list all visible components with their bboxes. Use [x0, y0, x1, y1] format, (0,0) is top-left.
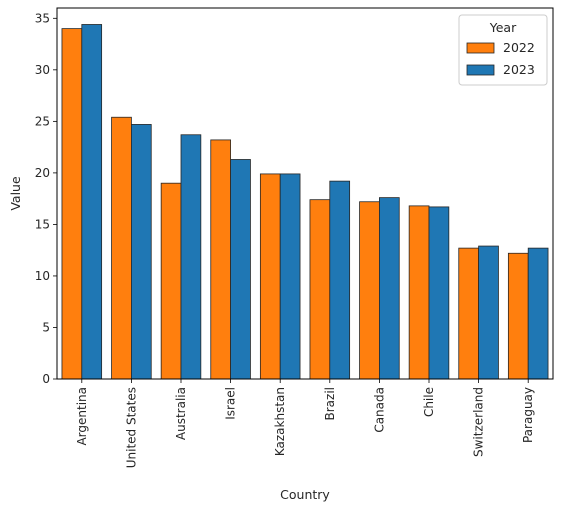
bar-2023-united-states — [130, 124, 152, 380]
x-tick-label: Canada — [372, 387, 386, 433]
y-tick-label: 10 — [35, 269, 50, 283]
x-tick-label: Israel — [224, 387, 238, 420]
bar-2022-israel — [210, 139, 231, 380]
bar-2023-canada — [378, 197, 400, 380]
legend-swatch-2023 — [466, 64, 495, 76]
bars-layer — [61, 24, 549, 380]
x-tick-label: Paraguay — [521, 387, 535, 443]
y-tick-label: 35 — [35, 11, 50, 25]
y-axis: 0 5 10 15 20 25 30 35 — [35, 11, 57, 386]
plot-frame — [56, 7, 554, 380]
bar-2022-united-states — [111, 116, 132, 380]
bar-2023-paraguay — [527, 247, 549, 380]
legend-title: Year — [489, 20, 517, 35]
y-tick-label: 5 — [42, 320, 50, 334]
bar-2023-israel — [230, 159, 251, 380]
y-tick-label: 20 — [35, 166, 50, 180]
bar-2023-australia — [180, 134, 202, 380]
bar-2022-paraguay — [507, 252, 529, 380]
x-tick-label: Switzerland — [472, 387, 486, 457]
x-tick-label: Kazakhstan — [273, 387, 287, 456]
y-tick-label: 25 — [35, 114, 50, 128]
x-tick-label: Argentina — [75, 387, 89, 446]
x-tick-label: United States — [124, 387, 138, 468]
x-tick-label: Brazil — [323, 387, 337, 421]
y-tick-label: 0 — [42, 372, 50, 386]
x-axis: Argentina United States Australia Israel Kaz… — [75, 379, 535, 468]
x-tick-label: Australia — [174, 387, 188, 440]
legend-swatch-2022 — [466, 42, 495, 54]
bar-2022-canada — [359, 201, 380, 380]
bar-2023-argentina — [81, 24, 103, 380]
bar-2022-australia — [160, 182, 182, 380]
bar-2022-switzerland — [458, 247, 480, 380]
bar-2023-kazakhstan — [279, 173, 301, 380]
legend-label-2023: 2023 — [503, 62, 535, 77]
x-axis-label: Country — [280, 487, 330, 502]
bar-2023-brazil — [329, 180, 351, 380]
y-axis-label: Value — [8, 176, 23, 211]
bar-2022-kazakhstan — [259, 173, 281, 380]
x-tick-label: Chile — [422, 387, 436, 417]
bar-2022-brazil — [309, 199, 331, 380]
y-tick-label: 30 — [35, 63, 50, 77]
legend-label-2022: 2022 — [503, 40, 535, 55]
legend: Year 2022 2023 — [458, 14, 548, 86]
legend-entries: 2022 2023 — [466, 40, 535, 77]
bar-2023-switzerland — [478, 245, 499, 380]
y-tick-label: 15 — [35, 217, 50, 231]
bar-2023-chile — [428, 206, 450, 380]
bar-2022-argentina — [61, 28, 83, 380]
bar-2022-chile — [408, 205, 430, 380]
